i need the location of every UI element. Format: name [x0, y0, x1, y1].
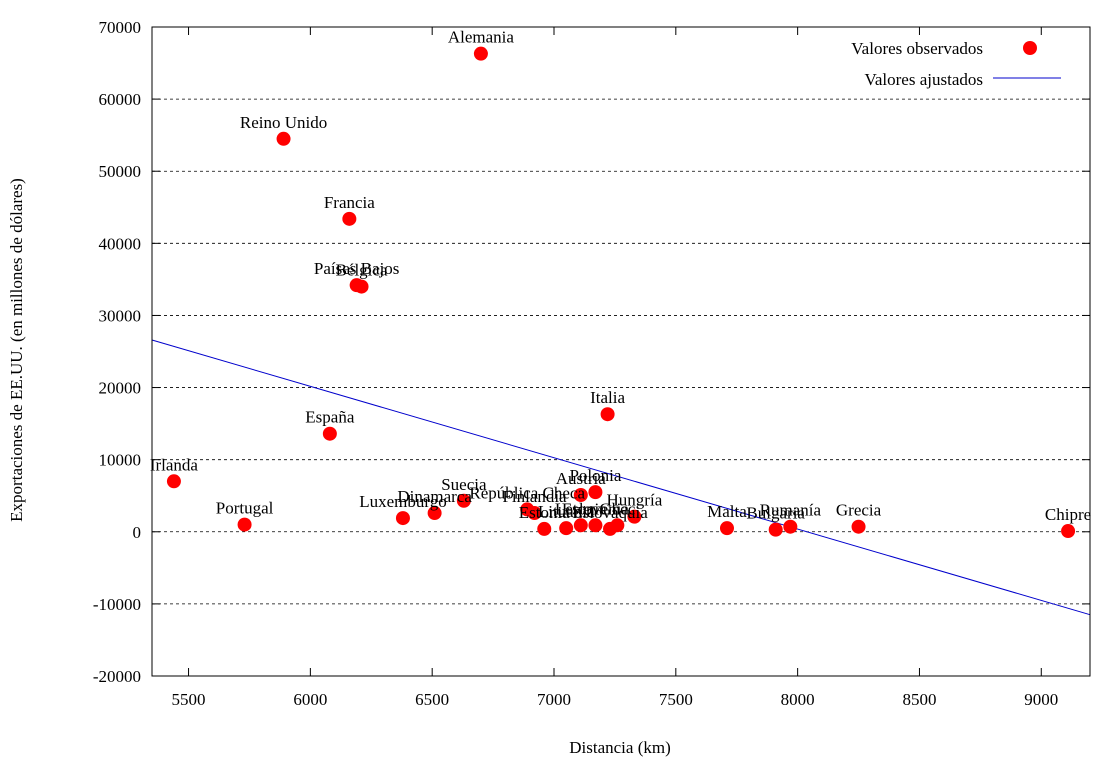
- point-label: Rumanía: [760, 501, 822, 520]
- fitted-line-layer: [151, 339, 1091, 616]
- x-axis-label: Distancia (km): [569, 738, 671, 757]
- point-label: Reino Unido: [240, 113, 327, 132]
- data-points-layer: [166, 46, 1076, 539]
- point-label: Países Bajos: [314, 259, 399, 278]
- x-tick-label: 7000: [537, 690, 571, 709]
- data-point: [537, 521, 552, 536]
- data-point: [573, 518, 588, 533]
- point-label: República Checa: [469, 483, 585, 502]
- x-tick-label: 5500: [172, 690, 206, 709]
- y-tick-label: 60000: [99, 90, 142, 109]
- point-label: Malta: [707, 502, 747, 521]
- point-label: España: [305, 408, 355, 427]
- point-label: Ghec: [599, 499, 635, 518]
- point-label: Portugal: [216, 499, 274, 518]
- data-point: [322, 426, 337, 441]
- point-label: Polonia: [569, 466, 621, 485]
- point-label: Bulgaria: [746, 504, 805, 523]
- data-point: [627, 509, 642, 524]
- point-label: Francia: [324, 193, 375, 212]
- fitted-line: [151, 339, 1091, 616]
- point-label: Alemania: [448, 28, 515, 47]
- data-point: [166, 474, 181, 489]
- y-tick-label: 50000: [99, 162, 142, 181]
- data-point: [559, 521, 574, 536]
- data-point: [588, 485, 603, 500]
- point-label: Bélgica: [336, 261, 388, 280]
- data-point: [456, 493, 471, 508]
- data-point: [354, 279, 369, 294]
- point-label: Eslovaquia: [572, 503, 648, 522]
- y-tick-label: 10000: [99, 451, 142, 470]
- y-tick-label: -20000: [93, 667, 141, 686]
- point-label: Eslovenia: [562, 499, 629, 518]
- point-label: Dinamarca: [397, 487, 472, 506]
- grid-lines: [152, 98, 1090, 605]
- y-tick-label: 30000: [99, 306, 142, 325]
- data-point: [1061, 524, 1076, 539]
- point-label: Luxemburgo: [359, 492, 447, 511]
- point-label: Estonia: [519, 503, 570, 522]
- legend: Valores observados Valores ajustados: [851, 39, 1061, 89]
- data-point: [276, 131, 291, 146]
- x-tick-label: 6000: [293, 690, 327, 709]
- data-point: [588, 518, 603, 533]
- point-label: Hungría: [607, 491, 663, 510]
- x-tick-label: 8000: [781, 690, 815, 709]
- y-tick-label: 70000: [99, 18, 142, 37]
- point-labels-layer: Alemania Reino Unido Francia Países BajosBé…: [150, 28, 1091, 524]
- point-label: Letonia: [555, 499, 607, 518]
- data-point: [610, 518, 625, 533]
- data-point: [851, 519, 866, 534]
- data-point: [342, 211, 357, 226]
- data-point: [395, 511, 410, 526]
- point-label: Austria: [556, 469, 607, 488]
- data-point: [473, 46, 488, 61]
- y-tick-label: -10000: [93, 595, 141, 614]
- point-label: Grecia: [836, 501, 882, 520]
- point-label: Italia: [590, 388, 625, 407]
- data-point: [783, 519, 798, 534]
- plot-frame: [151, 26, 1091, 677]
- point-label: Suecia: [441, 475, 487, 494]
- legend-fitted-label: Valores ajustados: [864, 70, 983, 89]
- data-point: [600, 407, 615, 422]
- y-tick-label: 40000: [99, 234, 142, 253]
- data-point: [237, 517, 252, 532]
- x-tick-label: 8500: [902, 690, 936, 709]
- y-axis-label: Exportaciones de EE.UU. (en millones de …: [7, 178, 26, 522]
- point-label: Irlanda: [150, 455, 199, 474]
- data-point: [527, 506, 542, 521]
- x-tick-label: 6500: [415, 690, 449, 709]
- data-point: [573, 488, 588, 503]
- point-label: Chipre: [1045, 505, 1091, 524]
- x-tick-label: 9000: [1024, 690, 1058, 709]
- axis-ticks: -20000 -10000 0 10000 20000 30000 40000 50000 60…: [93, 18, 1090, 709]
- data-point: [427, 506, 442, 521]
- point-label: Lituania: [538, 502, 595, 521]
- y-tick-label: 0: [133, 523, 142, 542]
- x-tick-label: 7500: [659, 690, 693, 709]
- point-label: Finlandia: [502, 487, 567, 506]
- y-tick-label: 20000: [99, 379, 142, 398]
- data-point: [768, 522, 783, 537]
- data-point: [719, 521, 734, 536]
- legend-observed-marker: [1023, 41, 1037, 55]
- legend-observed-label: Valores observados: [851, 39, 983, 58]
